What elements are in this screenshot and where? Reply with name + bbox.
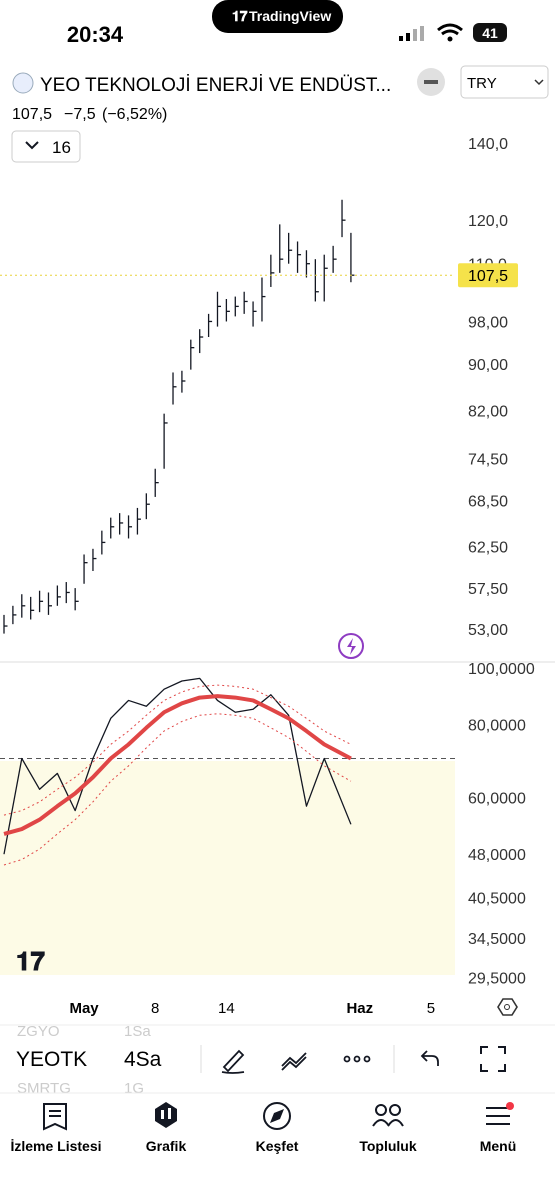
last-price: 107,5 bbox=[12, 106, 52, 123]
y-tick-label: 98,00 bbox=[468, 314, 508, 331]
currency: TRY bbox=[467, 75, 497, 92]
undo[interactable] bbox=[420, 1050, 439, 1066]
nav-label[interactable]: İzleme Listesi bbox=[10, 1138, 101, 1154]
y-tick-label: 57,50 bbox=[468, 581, 508, 598]
y-tick-label: 100,0000 bbox=[468, 661, 535, 678]
indicator-line bbox=[3, 713, 352, 866]
battery-level: 41 bbox=[482, 25, 498, 41]
y-tick-label: 40,5000 bbox=[468, 890, 526, 907]
y-tick-label: 48,0000 bbox=[468, 847, 526, 864]
nav-label[interactable]: Topluluk bbox=[359, 1138, 416, 1154]
x-tick-label: 5 bbox=[427, 1000, 435, 1017]
interval-button[interactable] bbox=[11, 130, 81, 163]
next-symbol[interactable]: SMRTG bbox=[17, 1080, 71, 1097]
price-change-pct: (−6,52%) bbox=[102, 106, 167, 123]
last-price-tag bbox=[458, 263, 518, 288]
y-tick-label: 90,00 bbox=[468, 357, 508, 374]
y-tick-label: 68,50 bbox=[468, 494, 508, 511]
tv-logo: 𝟏𝟕 bbox=[16, 946, 45, 976]
y-tick-label: 62,50 bbox=[468, 539, 508, 556]
y-tick-label: 34,5000 bbox=[468, 931, 526, 948]
indicator-line bbox=[3, 694, 352, 836]
watchlist-icon[interactable] bbox=[43, 1103, 67, 1131]
symbol-logo bbox=[12, 72, 34, 94]
prev-symbol[interactable]: ZGYO bbox=[17, 1023, 60, 1040]
y-tick-label: 80,0000 bbox=[468, 718, 526, 735]
chart-interval[interactable]: 4Sa bbox=[124, 1048, 162, 1071]
currency-select[interactable] bbox=[460, 65, 549, 99]
y-tick-label: 120,0 bbox=[468, 213, 508, 230]
nav-label[interactable]: Keşfet bbox=[256, 1138, 299, 1154]
app-pill bbox=[212, 0, 343, 33]
menu-icon[interactable] bbox=[486, 1107, 510, 1125]
x-tick-label: May bbox=[69, 1000, 99, 1017]
tv-mark: 𝟏𝟕 bbox=[232, 8, 248, 24]
y-tick-label: 29,5000 bbox=[468, 971, 526, 988]
interval: 16 bbox=[52, 138, 71, 157]
status-time: 20:34 bbox=[67, 22, 124, 47]
y-tick-label: 82,00 bbox=[468, 404, 508, 421]
x-tick-label: 14 bbox=[218, 1000, 235, 1017]
y-tick-label: 74,50 bbox=[468, 452, 508, 469]
symbol[interactable]: YEOTK bbox=[16, 1048, 87, 1071]
y-tick-label: 140,0 bbox=[468, 136, 508, 153]
next-interval[interactable]: 1G bbox=[124, 1080, 144, 1097]
wifi bbox=[437, 23, 463, 36]
community-icon[interactable] bbox=[372, 1104, 404, 1127]
y-tick-label: 53,00 bbox=[468, 622, 508, 639]
fullscreen[interactable] bbox=[480, 1046, 506, 1072]
x-tick-label: Haz bbox=[346, 1000, 373, 1017]
alert-icon[interactable] bbox=[338, 633, 364, 659]
chart-icon[interactable] bbox=[155, 1102, 177, 1128]
battery bbox=[473, 23, 507, 42]
prev-interval[interactable]: 1Sa bbox=[124, 1023, 151, 1040]
settings-icon[interactable] bbox=[497, 998, 518, 1016]
level-band bbox=[0, 761, 455, 975]
nav-label[interactable]: Menü bbox=[480, 1138, 517, 1154]
explore-icon[interactable] bbox=[263, 1102, 291, 1130]
x-tick-label: 8 bbox=[151, 1000, 159, 1017]
trend-tool[interactable] bbox=[281, 1052, 307, 1071]
signal bbox=[399, 26, 424, 41]
indicator-line bbox=[3, 677, 352, 855]
y-tick-label: 60,0000 bbox=[468, 791, 526, 808]
nav-label[interactable]: Grafik bbox=[146, 1138, 187, 1154]
more-tools[interactable] bbox=[343, 1055, 371, 1063]
draw-tool[interactable] bbox=[221, 1049, 245, 1074]
last-price-label: 107,5 bbox=[468, 268, 508, 285]
price-change: −7,5 bbox=[64, 106, 96, 123]
symbol-name[interactable]: YEO TEKNOLOJİ ENERJİ VE ENDÜST... bbox=[40, 75, 391, 96]
app-name: TradingView bbox=[249, 8, 331, 24]
